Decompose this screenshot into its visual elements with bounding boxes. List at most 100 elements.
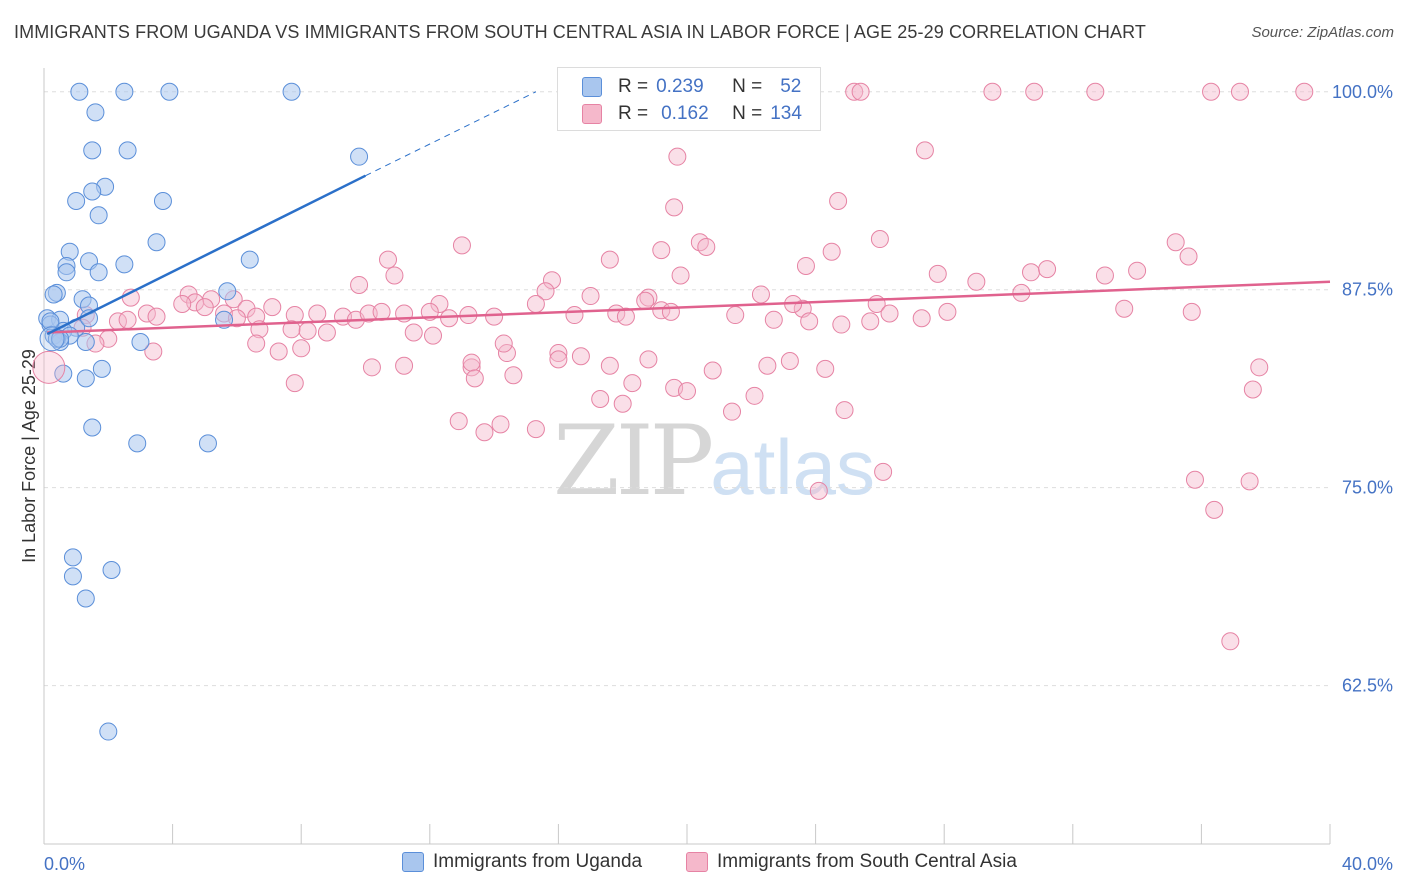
sca-point (816, 359, 835, 378)
sca-point (247, 334, 266, 353)
uganda-point (99, 722, 118, 741)
sca-point (600, 356, 619, 375)
sca-point (745, 386, 764, 405)
sca-point (195, 298, 214, 317)
sca-point (452, 236, 471, 255)
sca-point (1022, 263, 1041, 282)
sca-point (282, 320, 301, 339)
sca-point (661, 302, 680, 321)
sca-point (186, 293, 205, 312)
uganda-point (128, 434, 147, 453)
sca-point (967, 272, 986, 291)
x-tick-label: 40.0% (1342, 854, 1393, 874)
stats-row-uganda: R = 0.239 N = 52 (558, 73, 801, 101)
sca-trend-line (47, 280, 1331, 334)
stats-r-value-uganda: 0.239 (656, 76, 704, 97)
sca-point (822, 242, 841, 261)
uganda-point (282, 82, 301, 101)
sca-point (723, 402, 742, 421)
uganda-point (198, 434, 217, 453)
sca-point (1243, 380, 1262, 399)
sca-point (144, 342, 163, 361)
uganda-point (63, 567, 82, 586)
uganda-point (83, 182, 102, 201)
sca-point (697, 237, 716, 256)
sca-point (835, 401, 854, 420)
x-tick-label: 0.0% (44, 854, 85, 874)
sca-point (298, 321, 317, 340)
legend-swatch-uganda (402, 852, 424, 872)
sca-point (671, 266, 690, 285)
sca-point (308, 304, 327, 323)
sca-point (613, 394, 632, 413)
sca-point (809, 481, 828, 500)
sca-point (581, 287, 600, 306)
sca-point (874, 462, 893, 481)
sca-point (668, 147, 687, 166)
sca-point (526, 294, 545, 313)
sca-point (800, 312, 819, 331)
stats-row-sca: R = 0.162 N = 134 (558, 100, 802, 128)
uganda-point (89, 206, 108, 225)
sca-point (449, 412, 468, 431)
sca-point (1025, 82, 1044, 101)
sca-point (928, 264, 947, 283)
sca-point (1205, 500, 1224, 519)
sca-point (1182, 302, 1201, 321)
sca-point (571, 347, 590, 366)
stats-swatch-sca (582, 104, 602, 124)
sca-point (424, 326, 443, 345)
sca-point (1250, 358, 1269, 377)
sca-point (639, 350, 658, 369)
stats-r-label-sca: R = (618, 103, 649, 124)
stats-r-value-sca: 0.162 (661, 103, 709, 124)
sca-point (1221, 632, 1240, 651)
y-tick-label: 87.5% (1342, 280, 1393, 300)
legend-label-sca: Immigrants from South Central Asia (717, 851, 1017, 872)
sca-point-large (32, 350, 66, 384)
sca-point (678, 382, 696, 401)
stats-n-label-sca: N = (732, 103, 763, 124)
sca-point (1230, 82, 1249, 101)
uganda-point (76, 369, 95, 388)
sca-point (504, 366, 523, 385)
sca-point (851, 82, 870, 101)
stats-n-label-uganda: N = (732, 76, 763, 97)
sca-point (549, 344, 568, 363)
sca-point (359, 304, 378, 323)
uganda-point (160, 82, 179, 101)
uganda-point (215, 310, 234, 329)
uganda-point (63, 548, 82, 567)
y-tick-label: 75.0% (1342, 478, 1393, 498)
uganda-point (102, 561, 121, 580)
sca-point (526, 420, 545, 439)
sca-point (285, 374, 304, 393)
uganda-point (86, 103, 105, 122)
legend-item-uganda[interactable]: Immigrants from Uganda (402, 851, 642, 873)
sca-point (118, 310, 137, 329)
sca-point (780, 351, 799, 370)
sca-point (652, 301, 671, 320)
uganda-point (115, 82, 134, 101)
sca-point (1095, 266, 1114, 285)
sca-point (751, 285, 770, 304)
sca-point (1295, 82, 1314, 101)
uganda-point (153, 192, 172, 211)
sca-point (385, 266, 404, 285)
chart-title: IMMIGRANTS FROM UGANDA VS IMMIGRANTS FRO… (14, 22, 1147, 42)
sca-point (726, 306, 745, 325)
sca-point (1166, 233, 1185, 252)
legend-swatch-sca (686, 852, 708, 872)
legend-item-sca[interactable]: Immigrants from South Central Asia (686, 851, 1017, 873)
sca-point (616, 307, 635, 326)
sca-point (665, 198, 684, 217)
stats-n-value-uganda: 52 (780, 76, 802, 97)
stats-legend-box: R = 0.239 N = 52 R = 0.162 N = 134 (557, 67, 821, 131)
sca-point (269, 342, 288, 361)
sca-point (1115, 299, 1134, 318)
y-axis-title: In Labor Force | Age 25-29 (19, 349, 39, 563)
sca-point (263, 298, 282, 317)
sca-point (1185, 470, 1204, 489)
sca-point (497, 344, 516, 363)
uganda-point (118, 141, 137, 160)
